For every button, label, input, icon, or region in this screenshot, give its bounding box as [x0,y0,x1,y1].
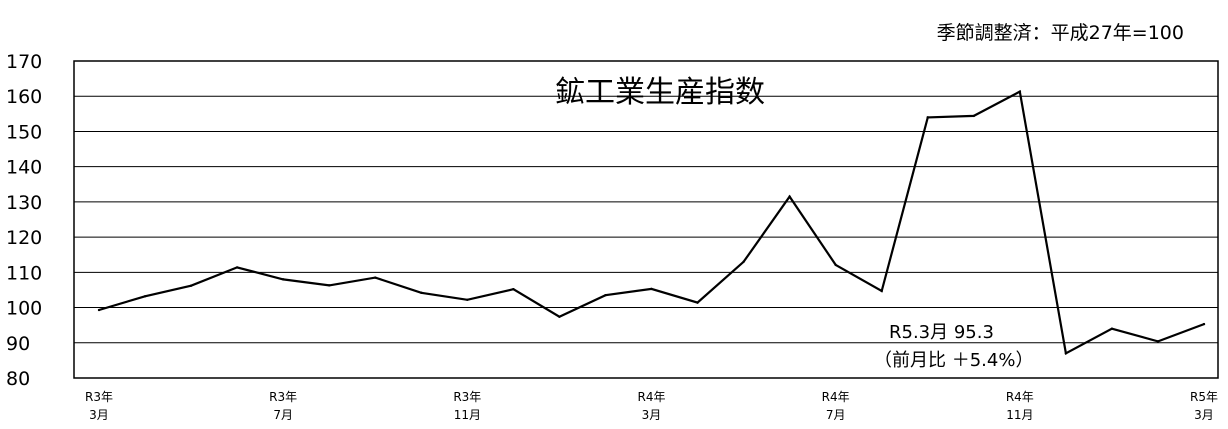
x-tick-label: R4年 [638,390,666,404]
x-tick-label: R3年 [453,390,481,404]
y-tick-label: 100 [6,298,42,320]
data-point [788,195,791,198]
data-point [281,278,285,281]
x-tick-label: R3年 [85,390,113,404]
data-point [328,284,331,287]
data-point [512,288,515,291]
x-tick-label: 11月 [1006,408,1033,422]
plot-frame [73,60,1219,379]
data-point [558,315,561,318]
data-point [189,284,193,287]
x-tick-label: R5年 [1190,390,1218,404]
annotation-latest-value: R5.3月 95.3 [889,322,994,343]
data-point [926,116,929,119]
data-point [972,114,975,118]
y-tick-label: 80 [6,368,30,390]
data-point [466,298,469,302]
data-point [834,263,837,267]
x-tick-label: R3年 [269,390,297,404]
series-line [98,89,1205,355]
x-tick-label: 7月 [826,408,846,422]
data-point [604,294,607,297]
data-point [650,287,653,291]
data-point [374,276,377,279]
data-point [696,301,699,304]
x-tick-label: 7月 [273,408,293,422]
data-point [420,291,423,294]
seasonal-adjustment-note: 季節調整済：平成27年=100 [936,22,1184,44]
x-tick-label: 3月 [642,408,662,422]
data-point [1202,322,1206,326]
data-point [742,260,745,263]
data-point [1156,340,1160,343]
y-tick-label: 170 [6,51,42,73]
y-tick-label: 140 [6,157,42,179]
data-point [97,308,101,312]
y-tick-label: 110 [6,262,42,284]
data-point [1110,327,1114,330]
y-tick-label: 150 [6,121,42,143]
y-tick-label: 120 [6,227,42,249]
y-tick-label: 160 [6,86,42,108]
annotation-month-change: （前月比 ＋5.4%） [874,350,1033,371]
data-point [235,266,239,269]
x-tick-label: 11月 [454,408,481,422]
x-tick-label: 3月 [89,408,109,422]
data-point [1064,352,1068,355]
data-point [1018,90,1022,93]
data-point [143,295,147,298]
chart-title: 鉱工業生産指数 [555,75,765,110]
x-tick-label: R4年 [822,390,850,404]
x-tick-label: 3月 [1194,408,1214,422]
x-tick-label: R4年 [1006,390,1034,404]
y-tick-label: 130 [6,192,42,214]
data-point [880,289,883,293]
y-tick-label: 90 [6,333,30,355]
